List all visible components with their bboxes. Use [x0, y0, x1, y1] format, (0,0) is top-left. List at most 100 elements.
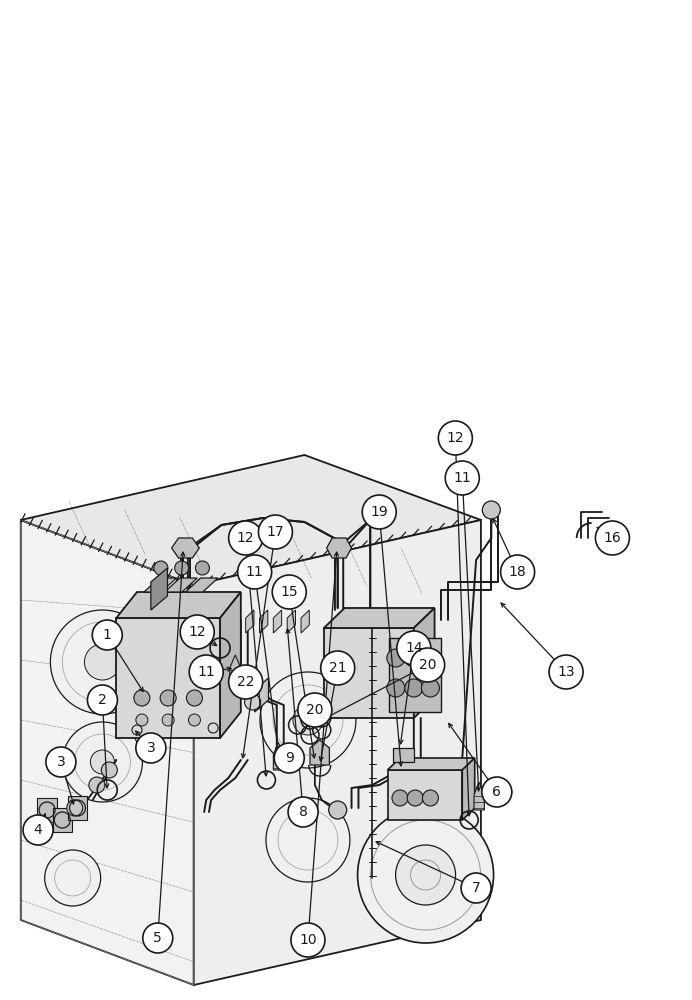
Circle shape	[186, 690, 203, 706]
Circle shape	[180, 615, 215, 649]
Polygon shape	[414, 608, 435, 718]
Circle shape	[422, 790, 439, 806]
Polygon shape	[273, 610, 282, 633]
Text: 11: 11	[453, 471, 471, 485]
Text: 16: 16	[603, 531, 621, 545]
Circle shape	[92, 620, 122, 650]
Circle shape	[228, 521, 263, 555]
Circle shape	[45, 850, 100, 906]
Circle shape	[258, 515, 293, 549]
Polygon shape	[260, 610, 268, 633]
Polygon shape	[310, 740, 329, 765]
Polygon shape	[185, 578, 218, 592]
Text: 10: 10	[299, 933, 317, 947]
Circle shape	[174, 561, 189, 575]
Text: 19: 19	[370, 505, 388, 519]
Polygon shape	[172, 538, 199, 558]
Text: 3: 3	[147, 741, 155, 755]
Circle shape	[91, 750, 114, 774]
Text: 17: 17	[266, 525, 284, 539]
Text: 7: 7	[472, 881, 480, 895]
Circle shape	[421, 649, 439, 667]
Circle shape	[274, 743, 304, 773]
Text: 20: 20	[419, 658, 437, 672]
Circle shape	[595, 521, 630, 555]
Circle shape	[89, 777, 105, 793]
Polygon shape	[388, 770, 462, 820]
Circle shape	[421, 679, 439, 697]
Text: 12: 12	[446, 431, 464, 445]
Text: 13: 13	[557, 665, 575, 679]
Text: 11: 11	[246, 565, 264, 579]
Circle shape	[438, 421, 473, 455]
Text: 11: 11	[197, 665, 215, 679]
Polygon shape	[151, 568, 167, 610]
Polygon shape	[230, 655, 241, 685]
Polygon shape	[220, 592, 241, 738]
Circle shape	[362, 495, 397, 529]
Polygon shape	[116, 592, 241, 618]
Circle shape	[320, 651, 355, 685]
Circle shape	[549, 655, 583, 689]
Circle shape	[358, 807, 493, 943]
Circle shape	[136, 733, 166, 763]
Polygon shape	[474, 782, 484, 810]
Text: 5: 5	[154, 931, 162, 945]
Polygon shape	[324, 628, 414, 718]
Polygon shape	[246, 610, 254, 633]
Polygon shape	[393, 748, 414, 762]
Circle shape	[288, 797, 318, 827]
Polygon shape	[144, 578, 176, 592]
Text: 18: 18	[509, 565, 527, 579]
Circle shape	[482, 777, 512, 807]
Text: 14: 14	[405, 641, 423, 655]
Circle shape	[392, 790, 408, 806]
Text: 2: 2	[98, 693, 107, 707]
Circle shape	[160, 690, 176, 706]
Circle shape	[293, 705, 323, 735]
Circle shape	[329, 801, 347, 819]
Circle shape	[405, 649, 423, 667]
Polygon shape	[324, 608, 435, 628]
Circle shape	[266, 798, 350, 882]
Circle shape	[134, 690, 150, 706]
Text: 12: 12	[237, 531, 255, 545]
Circle shape	[387, 679, 405, 697]
Circle shape	[461, 873, 491, 903]
Circle shape	[195, 561, 210, 575]
Circle shape	[84, 644, 120, 680]
Polygon shape	[116, 618, 220, 738]
Circle shape	[51, 610, 154, 714]
Circle shape	[66, 800, 83, 816]
Polygon shape	[287, 610, 295, 633]
Circle shape	[396, 845, 455, 905]
Polygon shape	[37, 798, 57, 822]
Circle shape	[397, 631, 431, 665]
Circle shape	[407, 790, 424, 806]
Text: 15: 15	[280, 585, 298, 599]
Circle shape	[260, 672, 356, 768]
Circle shape	[188, 714, 201, 726]
Polygon shape	[68, 796, 87, 820]
Text: 4: 4	[34, 823, 42, 837]
Text: 22: 22	[237, 675, 255, 689]
Text: 3: 3	[57, 755, 65, 769]
Circle shape	[46, 747, 76, 777]
Circle shape	[237, 555, 272, 589]
Circle shape	[410, 648, 445, 682]
Polygon shape	[194, 520, 481, 985]
Text: 21: 21	[329, 661, 347, 675]
Circle shape	[405, 679, 423, 697]
Circle shape	[23, 815, 53, 845]
Circle shape	[62, 722, 143, 802]
Text: 1: 1	[103, 628, 111, 642]
Circle shape	[272, 575, 307, 609]
Text: 6: 6	[493, 785, 501, 799]
Polygon shape	[21, 455, 481, 585]
Polygon shape	[388, 758, 475, 770]
Circle shape	[189, 655, 224, 689]
Circle shape	[482, 501, 500, 519]
Polygon shape	[389, 638, 441, 712]
Circle shape	[87, 685, 118, 715]
Circle shape	[101, 762, 118, 778]
